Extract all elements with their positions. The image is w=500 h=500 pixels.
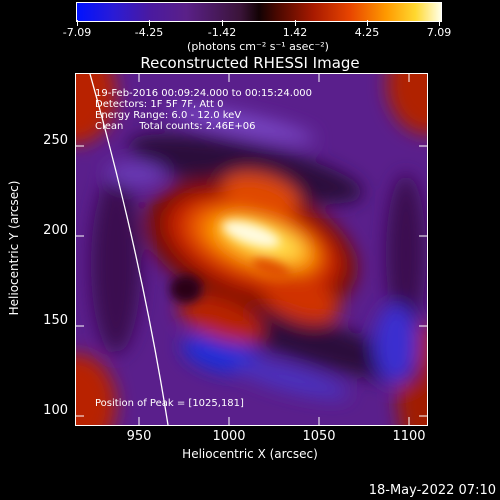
detectors-annotation: Detectors: 1F 5F 7F, Att 0: [95, 99, 224, 110]
colorbar-tick: [149, 20, 150, 26]
colorbar-tick-label: 1.42: [282, 26, 308, 39]
x-tick-label: 1100: [392, 429, 426, 444]
x-tick-label: 950: [126, 429, 152, 444]
colorbar-tick: [439, 20, 440, 26]
y-tick-label: 250: [43, 133, 68, 148]
colorbar-tick-label: 4.25: [354, 26, 380, 39]
colorbar-tick-label: -7.09: [62, 26, 92, 39]
y-tick-label: 150: [43, 313, 68, 328]
y-tick-label: 100: [43, 403, 68, 418]
heatmap-field: [76, 74, 427, 425]
heatmap-image: [76, 74, 427, 425]
time-range-annotation: 19-Feb-2016 00:09:24.000 to 00:15:24.000: [95, 88, 313, 99]
energy-range-annotation: Energy Range: 6.0 - 12.0 keV: [95, 110, 242, 121]
y-axis-label: Heliocentric Y (arcsec): [7, 180, 21, 316]
colorbar-tick: [367, 20, 368, 26]
algorithm-counts-annotation: Clean Total counts: 2.46E+06: [95, 121, 256, 132]
colorbar: [76, 2, 442, 22]
peak-position-annotation: Position of Peak = [1025,181]: [95, 398, 244, 409]
x-tick-label: 1000: [212, 429, 246, 444]
colorbar-tick: [77, 20, 78, 26]
colorbar-tick-label: 7.09: [426, 26, 452, 39]
generation-date: 18-May-2022 07:10: [368, 483, 496, 498]
colorbar-units: (photons cm⁻² s⁻¹ asec⁻²): [187, 40, 329, 53]
colorbar-tick: [222, 20, 223, 26]
colorbar-tick-label: -1.42: [207, 26, 237, 39]
colorbar-gradient: [77, 3, 441, 21]
colorbar-tick-label: -4.25: [134, 26, 164, 39]
x-tick-label: 1050: [302, 429, 336, 444]
colorbar-tick: [295, 20, 296, 26]
solar-limb-curve: [89, 74, 169, 425]
y-tick-label: 200: [43, 223, 68, 238]
heatmap-core: [170, 220, 290, 303]
plot-area: 19-Feb-2016 00:09:24.000 to 00:15:24.000…: [75, 73, 428, 426]
x-axis-label: Heliocentric X (arcsec): [182, 447, 318, 461]
axis-ticks: [76, 74, 427, 425]
chart-title: Reconstructed RHESSI Image: [140, 54, 360, 72]
